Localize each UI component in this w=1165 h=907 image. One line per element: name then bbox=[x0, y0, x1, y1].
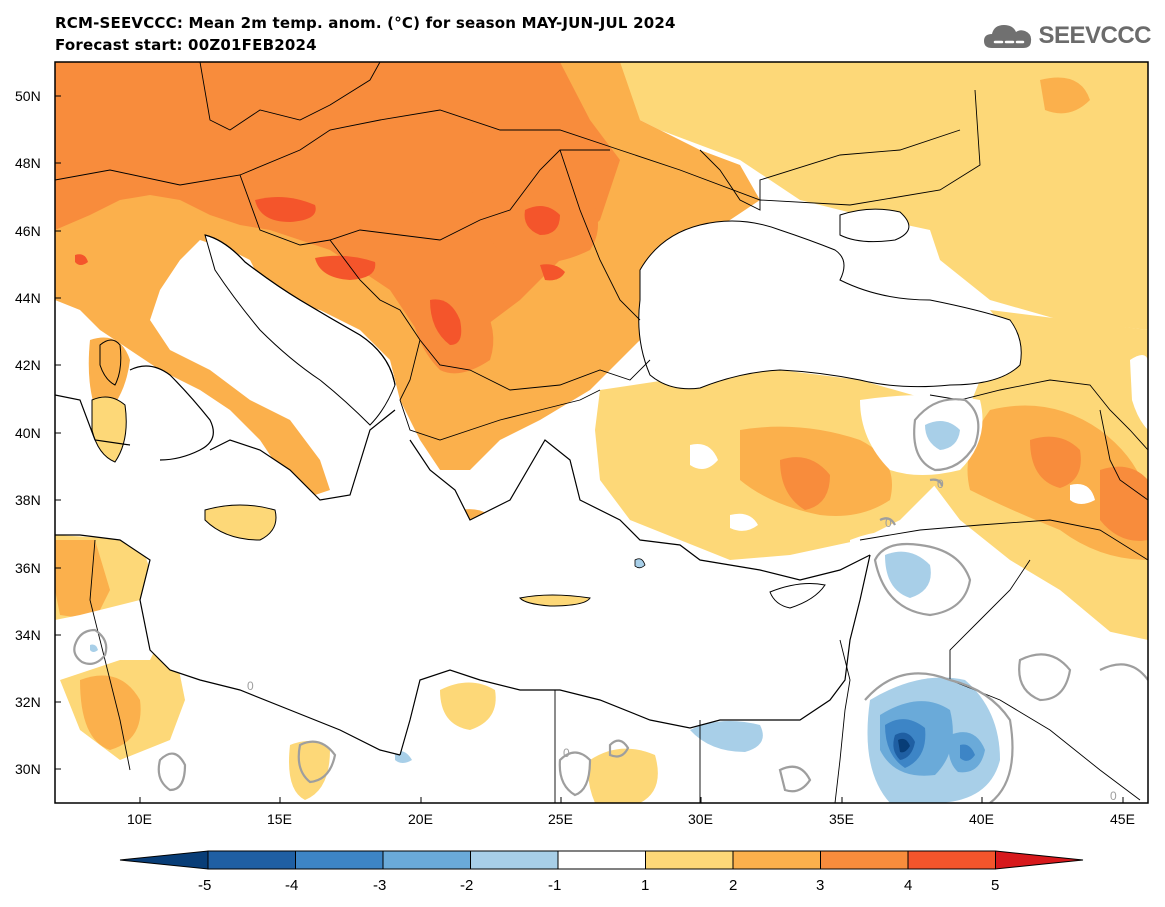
lon-tick-label: 10E bbox=[127, 811, 152, 827]
lon-tick-label: 30E bbox=[688, 811, 713, 827]
contour-label: 0 bbox=[885, 516, 892, 530]
forecast-start: Forecast start: 00Z01FEB2024 bbox=[55, 36, 317, 54]
coastlines bbox=[55, 234, 871, 756]
contour-label: 0 bbox=[563, 746, 570, 760]
lat-tick-label: 30N bbox=[15, 761, 41, 777]
latitude-axis: 30N 32N 34N 36N 38N 40N 42N 44N 46N 48N … bbox=[15, 88, 61, 777]
seevccc-logo: SEEVCCC bbox=[982, 20, 1151, 52]
lat-tick-label: 32N bbox=[15, 694, 41, 710]
map-title: RCM-SEEVCCC: Mean 2m temp. anom. (°C) fo… bbox=[55, 14, 676, 32]
colorbar-label: -1 bbox=[548, 877, 561, 894]
cloud-logo-icon bbox=[984, 25, 1032, 48]
colorbar-label: -5 bbox=[198, 877, 211, 894]
colorbar-segment bbox=[907, 850, 996, 870]
lon-tick-label: 35E bbox=[829, 811, 854, 827]
anomaly-fill-cool bbox=[90, 421, 1000, 803]
colorbar-label: 3 bbox=[816, 877, 824, 894]
logo-text: SEEVCCC bbox=[1038, 22, 1151, 49]
lat-tick-label: 38N bbox=[15, 492, 41, 508]
islands bbox=[91, 339, 826, 609]
contour-label: 0 bbox=[247, 679, 254, 693]
colorbar-label: -2 bbox=[460, 877, 473, 894]
lat-tick-label: 48N bbox=[15, 155, 41, 171]
colorbar-label: 2 bbox=[729, 877, 737, 894]
lat-tick-label: 36N bbox=[15, 560, 41, 576]
lat-tick-label: 46N bbox=[15, 223, 41, 239]
contour-label: 0 bbox=[1110, 789, 1117, 803]
map-content: 0 0 0 0 0 bbox=[55, 62, 1148, 803]
colorbar-label: -4 bbox=[285, 877, 298, 894]
colorbar-segment bbox=[470, 850, 559, 870]
lat-tick-label: 44N bbox=[15, 290, 41, 306]
colorbar-segment bbox=[207, 850, 296, 870]
colorbar-label: -3 bbox=[373, 877, 386, 894]
colorbar-label: 5 bbox=[991, 877, 999, 894]
colorbar: -5 -4 -3 -2 -1 1 2 3 4 5 bbox=[119, 850, 1084, 894]
colorbar-segment bbox=[645, 850, 734, 870]
lon-tick-label: 25E bbox=[548, 811, 573, 827]
sea-mask bbox=[55, 208, 1148, 755]
colorbar-upper-arrow bbox=[995, 850, 1084, 870]
colorbar-segment bbox=[732, 850, 821, 870]
contour-label: 0 bbox=[937, 477, 944, 491]
lon-tick-label: 20E bbox=[408, 811, 433, 827]
lat-tick-label: 34N bbox=[15, 627, 41, 643]
lat-tick-label: 42N bbox=[15, 357, 41, 373]
lon-tick-label: 40E bbox=[969, 811, 994, 827]
colorbar-segment bbox=[557, 850, 646, 870]
longitude-axis: 10E 15E 20E 25E 30E 35E 40E 45E bbox=[127, 797, 1135, 827]
lon-tick-label: 15E bbox=[267, 811, 292, 827]
colorbar-segment bbox=[382, 850, 471, 870]
colorbar-segment bbox=[295, 850, 384, 870]
colorbar-label: 1 bbox=[641, 877, 649, 894]
neutral-patches bbox=[55, 395, 1148, 803]
lat-tick-label: 50N bbox=[15, 88, 41, 104]
lon-tick-label: 45E bbox=[1110, 811, 1135, 827]
zero-contours bbox=[73, 398, 1148, 803]
lat-tick-label: 40N bbox=[15, 425, 41, 441]
colorbar-label: 4 bbox=[904, 877, 912, 894]
contour-labels: 0 0 0 0 0 bbox=[247, 477, 1117, 803]
colorbar-lower-arrow bbox=[119, 850, 209, 870]
anomaly-fill-4-5 bbox=[75, 196, 565, 345]
colorbar-segment bbox=[820, 850, 909, 870]
